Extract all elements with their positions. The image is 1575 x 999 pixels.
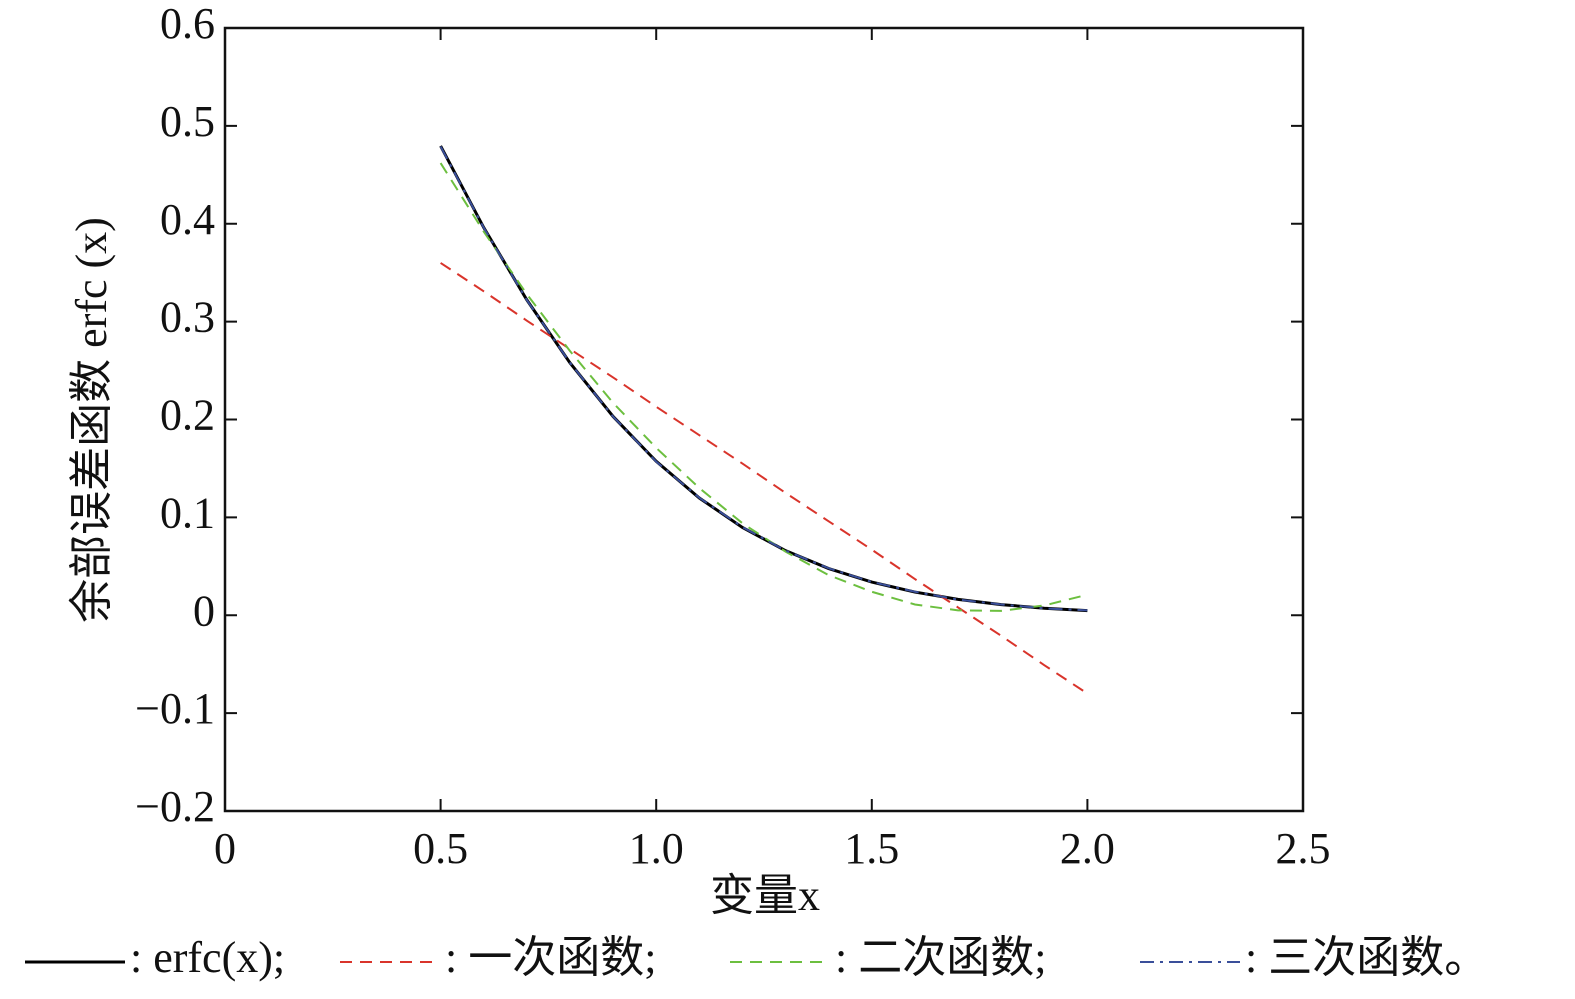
legend-label: : erfc(x); xyxy=(130,933,285,982)
y-tick-label: −0.2 xyxy=(135,782,215,831)
legend-label: : 二次函数; xyxy=(835,933,1046,982)
y-tick-label: 0.3 xyxy=(160,293,215,342)
x-tick-label: 1.5 xyxy=(844,824,899,873)
x-tick-label: 2.5 xyxy=(1276,824,1331,873)
y-tick-label: 0.1 xyxy=(160,488,215,537)
y-tick-label: 0.6 xyxy=(160,0,215,48)
plot-frame xyxy=(223,26,1305,813)
x-tick-label: 2.0 xyxy=(1060,824,1115,873)
x-axis-label: 变量x xyxy=(710,871,820,920)
x-tick-label: 0 xyxy=(214,824,236,873)
series-line xyxy=(439,162,1088,612)
y-tick-label: −0.1 xyxy=(135,684,215,733)
y-tick-label: 0.5 xyxy=(160,97,215,146)
x-tick-label: 0.5 xyxy=(413,824,468,873)
y-tick-label: 0.2 xyxy=(160,391,215,440)
legend-label: : 一次函数; xyxy=(445,933,656,982)
x-tick-label: 1.0 xyxy=(629,824,684,873)
y-axis-label: 余部误差函数 erfc (x) xyxy=(67,217,116,623)
series-line xyxy=(439,145,1088,613)
legend-label: : 三次函数。 xyxy=(1245,933,1488,982)
series-line xyxy=(439,145,1088,612)
series-line xyxy=(440,262,1088,695)
y-tick-label: 0.4 xyxy=(160,195,215,244)
y-tick-label: 0 xyxy=(193,586,215,635)
